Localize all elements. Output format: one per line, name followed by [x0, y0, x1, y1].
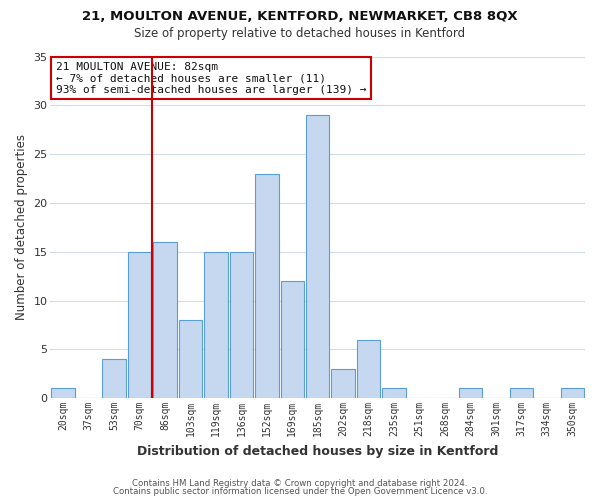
Bar — [103, 359, 126, 398]
Bar — [153, 242, 177, 398]
Text: 21, MOULTON AVENUE, KENTFORD, NEWMARKET, CB8 8QX: 21, MOULTON AVENUE, KENTFORD, NEWMARKET,… — [82, 10, 518, 23]
X-axis label: Distribution of detached houses by size in Kentford: Distribution of detached houses by size … — [137, 444, 499, 458]
Text: Contains public sector information licensed under the Open Government Licence v3: Contains public sector information licen… — [113, 487, 487, 496]
Bar — [204, 252, 227, 398]
Bar — [281, 281, 304, 398]
Bar — [382, 388, 406, 398]
Bar — [179, 320, 202, 398]
Bar — [357, 340, 380, 398]
Bar — [52, 388, 75, 398]
Bar — [509, 388, 533, 398]
Text: Contains HM Land Registry data © Crown copyright and database right 2024.: Contains HM Land Registry data © Crown c… — [132, 478, 468, 488]
Bar — [306, 115, 329, 398]
Text: 21 MOULTON AVENUE: 82sqm
← 7% of detached houses are smaller (11)
93% of semi-de: 21 MOULTON AVENUE: 82sqm ← 7% of detache… — [56, 62, 367, 95]
Bar — [560, 388, 584, 398]
Bar — [331, 369, 355, 398]
Y-axis label: Number of detached properties: Number of detached properties — [15, 134, 28, 320]
Text: Size of property relative to detached houses in Kentford: Size of property relative to detached ho… — [134, 28, 466, 40]
Bar — [459, 388, 482, 398]
Bar — [255, 174, 278, 398]
Bar — [230, 252, 253, 398]
Bar — [128, 252, 151, 398]
